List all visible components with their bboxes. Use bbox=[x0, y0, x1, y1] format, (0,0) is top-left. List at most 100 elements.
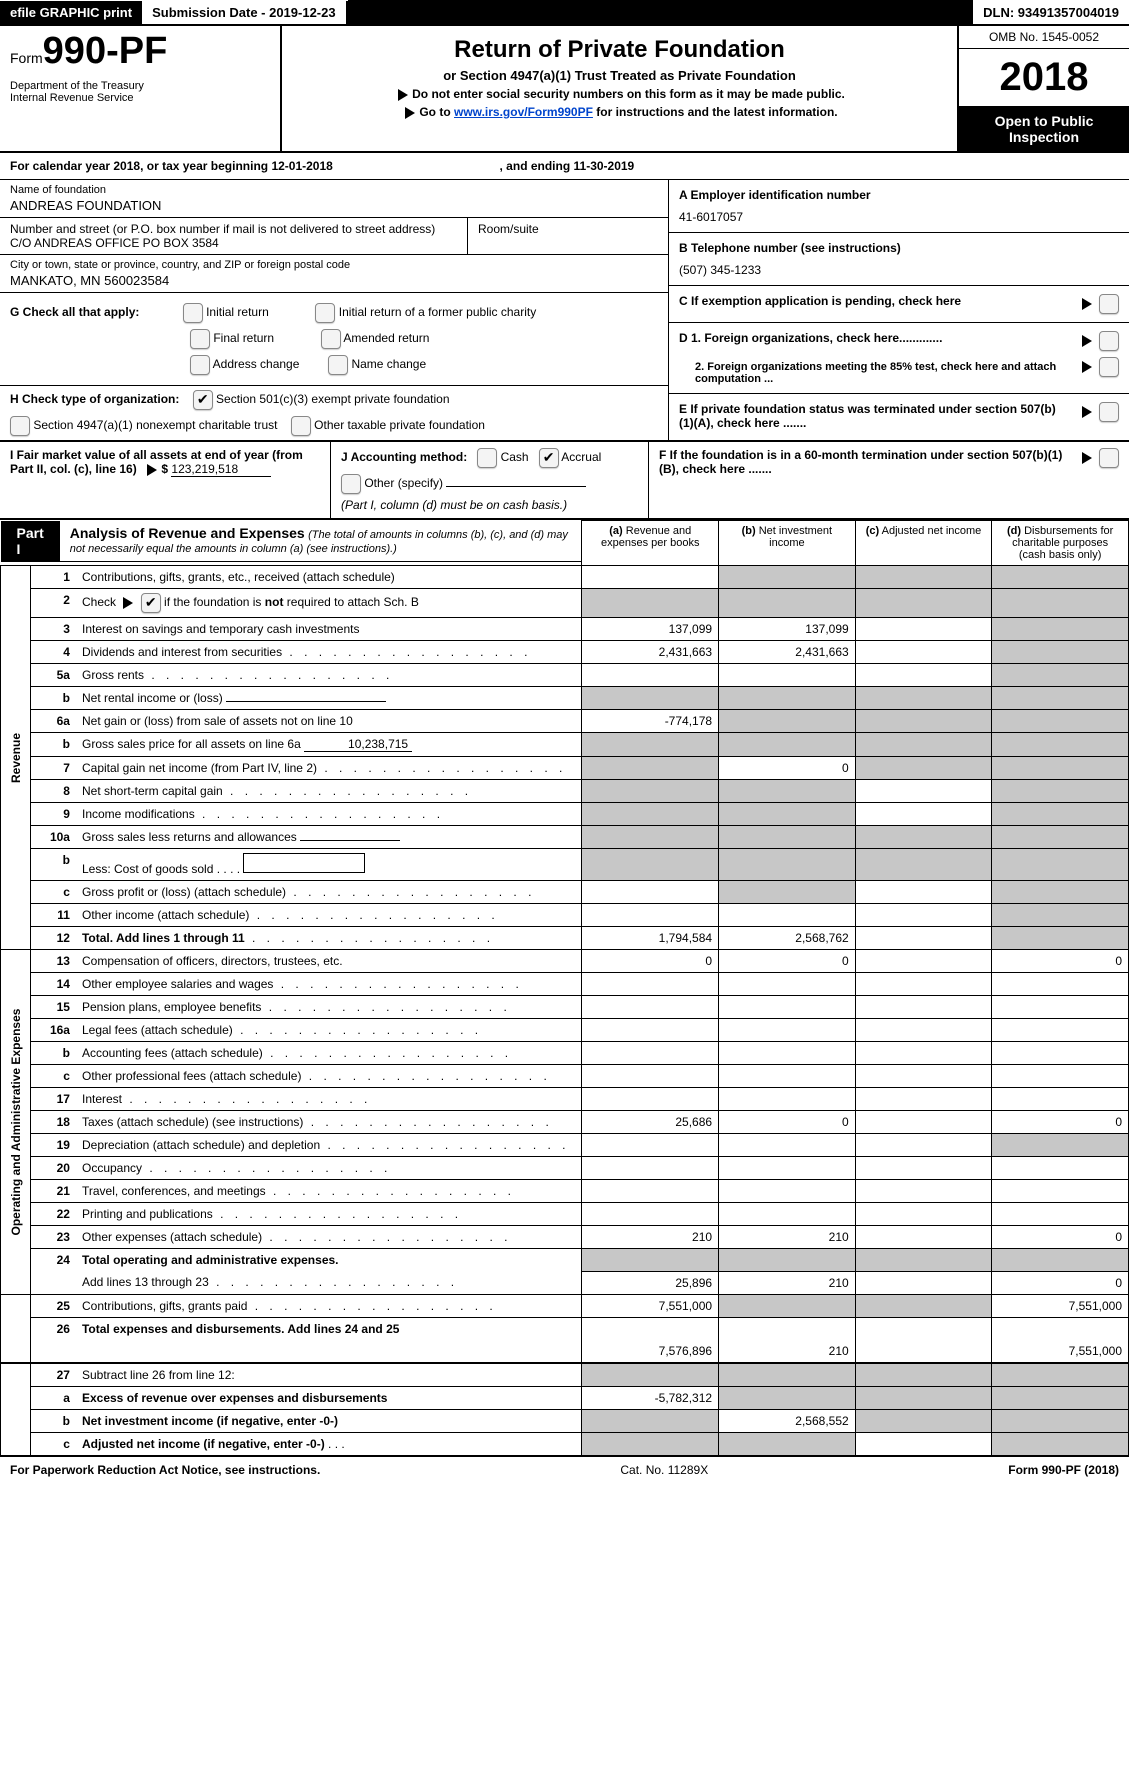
row-10b: b Less: Cost of goods sold . . . . bbox=[1, 849, 1129, 881]
phone: (507) 345-1233 bbox=[679, 263, 1119, 277]
section-j: J Accounting method: Cash Accrual Other … bbox=[331, 442, 649, 518]
checkbox-f[interactable] bbox=[1099, 448, 1119, 468]
row-9: 9 Income modifications bbox=[1, 803, 1129, 826]
checkbox-final-return[interactable] bbox=[190, 329, 210, 349]
h-label: H Check type of organization: bbox=[10, 392, 179, 406]
row-27b: b Net investment income (if negative, en… bbox=[1, 1409, 1129, 1432]
checkbox-4947[interactable] bbox=[10, 416, 30, 436]
row-4: 4 Dividends and interest from securities… bbox=[1, 641, 1129, 664]
r2-a bbox=[582, 589, 719, 618]
row-13: Operating and Administrative Expenses 13… bbox=[1, 950, 1129, 973]
col-b-header: (b) Net investment income bbox=[719, 521, 856, 566]
footer: For Paperwork Reduction Act Notice, see … bbox=[0, 1456, 1129, 1483]
checkbox-name-change[interactable] bbox=[328, 355, 348, 375]
row-25: 25 Contributions, gifts, grants paid 7,5… bbox=[1, 1294, 1129, 1317]
opt-former: Initial return of a former public charit… bbox=[339, 305, 536, 319]
row-23: 23 Other expenses (attach schedule) 210 … bbox=[1, 1226, 1129, 1249]
row-26: 26 Total expenses and disbursements. Add… bbox=[1, 1317, 1129, 1363]
row-10a: 10a Gross sales less returns and allowan… bbox=[1, 826, 1129, 849]
row-6a: 6a Net gain or (loss) from sale of asset… bbox=[1, 710, 1129, 733]
calendar-year-row: For calendar year 2018, or tax year begi… bbox=[0, 153, 1129, 180]
row-11: 11 Other income (attach schedule) bbox=[1, 904, 1129, 927]
e-label: E If private foundation status was termi… bbox=[679, 402, 1056, 430]
phone-row: B Telephone number (see instructions) (5… bbox=[669, 233, 1129, 286]
city-cell: City or town, state or province, country… bbox=[0, 255, 668, 293]
checkbox-accrual[interactable] bbox=[539, 448, 559, 468]
row-1: Revenue 1 Contributions, gifts, grants, … bbox=[1, 566, 1129, 589]
form-subtitle: or Section 4947(a)(1) Trust Treated as P… bbox=[292, 68, 947, 83]
checkbox-e[interactable] bbox=[1099, 402, 1119, 422]
goto-line: Go to www.irs.gov/Form990PF for instruct… bbox=[292, 105, 947, 119]
opt-name: Name change bbox=[351, 357, 426, 371]
checkbox-other[interactable] bbox=[341, 474, 361, 494]
footer-right: Form 990-PF (2018) bbox=[1008, 1463, 1119, 1477]
row-24: 24 Total operating and administrative ex… bbox=[1, 1249, 1129, 1272]
arrow-icon bbox=[147, 464, 157, 476]
r1-c bbox=[855, 566, 992, 589]
j-note: (Part I, column (d) must be on cash basi… bbox=[341, 498, 638, 512]
irs-link[interactable]: www.irs.gov/Form990PF bbox=[454, 105, 593, 119]
opt-initial: Initial return bbox=[206, 305, 269, 319]
row-6b: b Gross sales price for all assets on li… bbox=[1, 733, 1129, 757]
row-15: 15 Pension plans, employee benefits bbox=[1, 996, 1129, 1019]
row-c: C If exemption application is pending, c… bbox=[669, 286, 1129, 323]
r2-c bbox=[855, 589, 992, 618]
dollar-sign: $ bbox=[161, 462, 168, 476]
header-left: Form990-PF Department of the Treasury In… bbox=[0, 26, 282, 151]
room-label: Room/suite bbox=[478, 222, 658, 236]
ein-row: A Employer identification number 41-6017… bbox=[669, 180, 1129, 233]
h-opt1: Section 501(c)(3) exempt private foundat… bbox=[216, 392, 449, 406]
address-label: Number and street (or P.O. box number if… bbox=[10, 222, 457, 236]
phone-label: B Telephone number (see instructions) bbox=[679, 241, 901, 255]
r10b-box bbox=[243, 853, 365, 873]
checkbox-initial-return[interactable] bbox=[183, 303, 203, 323]
arrow-icon bbox=[405, 107, 415, 119]
checkbox-other-taxable[interactable] bbox=[291, 416, 311, 436]
d2-label: 2. Foreign organizations meeting the 85%… bbox=[695, 361, 1056, 385]
checkbox-c[interactable] bbox=[1099, 294, 1119, 314]
col-a-header: (a) Revenue and expenses per books bbox=[582, 521, 719, 566]
header-right: OMB No. 1545-0052 2018 Open to Public In… bbox=[957, 26, 1129, 151]
other-specify-line bbox=[446, 486, 586, 487]
r2-desc: Check if the foundation is not required … bbox=[76, 589, 582, 618]
arrow-icon bbox=[398, 89, 408, 101]
checkbox-initial-former[interactable] bbox=[315, 303, 335, 323]
checkbox-sch-b[interactable] bbox=[141, 593, 161, 613]
opt-amended: Amended return bbox=[343, 331, 429, 345]
tax-year: 2018 bbox=[959, 49, 1129, 107]
opt-address: Address change bbox=[213, 357, 300, 371]
r10a-line bbox=[300, 840, 400, 841]
arrow-icon bbox=[1082, 452, 1092, 464]
h-opt3: Other taxable private foundation bbox=[314, 418, 485, 432]
checkbox-d2[interactable] bbox=[1099, 357, 1119, 377]
r2-b bbox=[719, 589, 856, 618]
col-d-header: (d) Disbursements for charitable purpose… bbox=[992, 521, 1129, 566]
checkbox-cash[interactable] bbox=[477, 448, 497, 468]
name-label: Name of foundation bbox=[10, 184, 658, 196]
info-right: A Employer identification number 41-6017… bbox=[668, 180, 1129, 440]
row-24b: Add lines 13 through 23 25,896 210 0 bbox=[1, 1271, 1129, 1294]
row-22: 22 Printing and publications bbox=[1, 1203, 1129, 1226]
foundation-name: ANDREAS FOUNDATION bbox=[10, 198, 658, 213]
footer-left: For Paperwork Reduction Act Notice, see … bbox=[10, 1463, 320, 1477]
ein-label: A Employer identification number bbox=[679, 188, 871, 202]
checkbox-d1[interactable] bbox=[1099, 331, 1119, 351]
row-16b: b Accounting fees (attach schedule) bbox=[1, 1042, 1129, 1065]
r1-desc: Contributions, gifts, grants, etc., rece… bbox=[76, 566, 582, 589]
info-left: Name of foundation ANDREAS FOUNDATION Nu… bbox=[0, 180, 668, 440]
checkbox-501c3[interactable] bbox=[193, 390, 213, 410]
row-17: 17 Interest bbox=[1, 1088, 1129, 1111]
checkbox-address-change[interactable] bbox=[190, 355, 210, 375]
c-label: C If exemption application is pending, c… bbox=[679, 294, 961, 308]
row-19: 19 Depreciation (attach schedule) and de… bbox=[1, 1134, 1129, 1157]
arrow-icon bbox=[1082, 298, 1092, 310]
checkbox-amended[interactable] bbox=[321, 329, 341, 349]
row-2: 2 Check if the foundation is not require… bbox=[1, 589, 1129, 618]
arrow-icon bbox=[123, 597, 133, 609]
part1-title: Analysis of Revenue and Expenses bbox=[70, 525, 305, 541]
row-d: D 1. Foreign organizations, check here..… bbox=[669, 323, 1129, 394]
row-27: 27 Subtract line 26 from line 12: bbox=[1, 1363, 1129, 1387]
col-c-header: (c) Adjusted net income bbox=[855, 521, 992, 566]
row-20: 20 Occupancy bbox=[1, 1157, 1129, 1180]
i-value: 123,219,518 bbox=[171, 462, 271, 477]
